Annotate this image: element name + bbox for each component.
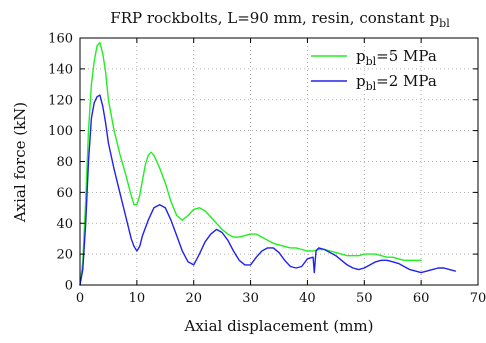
y-tick-label: 120 xyxy=(48,93,73,108)
x-tick-label: 10 xyxy=(129,291,146,306)
series-layer xyxy=(79,41,456,286)
y-tick-label: 80 xyxy=(56,155,73,170)
chart-title: FRP rockbolts, L=90 mm, resin, constant … xyxy=(110,9,450,30)
x-tick-label: 0 xyxy=(76,291,84,306)
x-tick-label: 30 xyxy=(242,291,259,306)
x-tick-label: 40 xyxy=(299,291,316,306)
legend-label-pbl-5: pbl=5 MPa xyxy=(356,47,437,68)
x-tick-label: 20 xyxy=(185,291,202,306)
series-line-pbl-2 xyxy=(79,94,456,286)
y-tick-label: 140 xyxy=(48,62,73,77)
y-tick-label: 60 xyxy=(56,186,73,201)
y-tick-label: 20 xyxy=(56,248,73,263)
y-tick-label: 160 xyxy=(48,32,73,47)
x-tick-label: 60 xyxy=(413,291,430,306)
y-tick-label: 100 xyxy=(48,124,73,139)
x-axis-title: Axial displacement (mm) xyxy=(183,317,373,335)
y-axis-title: Axial force (kN) xyxy=(11,102,29,223)
legend: pbl=5 MPa pbl=2 MPa xyxy=(311,47,437,93)
x-tick-label: 50 xyxy=(356,291,373,306)
ticks xyxy=(79,37,479,286)
y-tick-label: 40 xyxy=(56,217,73,232)
x-tick-label: 70 xyxy=(470,291,486,306)
legend-label-pbl-2: pbl=2 MPa xyxy=(356,72,437,93)
tick-labels: 0 10 20 30 40 50 60 70 0 20 40 60 80 100 120 140 160 xyxy=(48,32,486,307)
series-line-pbl-5 xyxy=(79,41,422,286)
y-tick-label: 0 xyxy=(65,279,73,294)
